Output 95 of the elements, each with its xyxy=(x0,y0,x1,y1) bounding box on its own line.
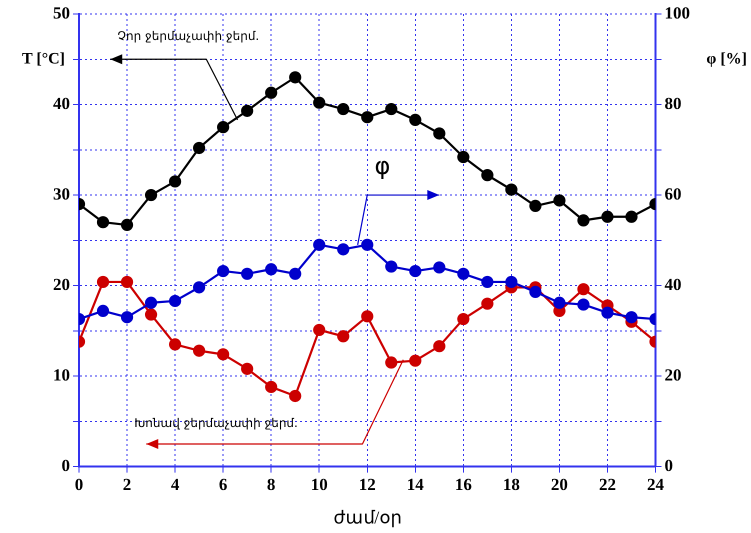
point xyxy=(337,102,350,116)
point xyxy=(385,102,398,116)
x-tick-label: 4 xyxy=(170,475,180,494)
point xyxy=(433,340,446,352)
y-tick-label: 50 xyxy=(53,3,70,22)
point xyxy=(577,214,590,226)
point xyxy=(337,330,350,342)
point xyxy=(193,142,206,154)
x-tick-label: 24 xyxy=(647,475,664,494)
annotation: Խոնավ ջերմաչափի ջերմ. xyxy=(134,416,298,430)
point xyxy=(193,344,206,357)
point xyxy=(601,210,614,223)
x-tick-label: 22 xyxy=(598,475,616,494)
x-tick-label: 0 xyxy=(74,475,84,494)
x-tick-label: 6 xyxy=(218,475,228,494)
point xyxy=(289,71,302,84)
point xyxy=(409,354,422,367)
point xyxy=(120,218,134,232)
point xyxy=(385,356,398,369)
point xyxy=(193,281,206,294)
point xyxy=(553,194,566,207)
point xyxy=(144,296,158,309)
point xyxy=(601,306,614,319)
point xyxy=(96,216,110,228)
x-tick-label: 12 xyxy=(358,475,376,494)
point xyxy=(217,264,230,278)
point xyxy=(433,127,446,140)
point xyxy=(168,294,182,308)
point xyxy=(481,169,494,182)
y-tick-label: 40 xyxy=(53,94,70,113)
x-axis-title: ժամ/օր xyxy=(333,508,402,528)
point xyxy=(529,200,542,212)
point xyxy=(457,150,470,164)
annotation: φ xyxy=(374,152,390,180)
y2-tick-label: 20 xyxy=(664,365,682,384)
point xyxy=(385,260,398,273)
y-tick-label: 20 xyxy=(53,274,70,294)
point xyxy=(96,304,110,318)
x-tick-label: 20 xyxy=(550,475,568,494)
annotation: Չոր ջերմաչափի ջերմ. xyxy=(117,28,260,43)
point xyxy=(96,276,110,288)
y-tick-label: 30 xyxy=(53,184,70,204)
point xyxy=(457,268,470,280)
point xyxy=(289,390,302,402)
point xyxy=(481,276,494,288)
point xyxy=(168,338,182,350)
point xyxy=(144,308,158,321)
x-tick-label: 18 xyxy=(502,475,520,494)
point xyxy=(289,268,302,280)
point xyxy=(409,114,422,126)
point xyxy=(553,296,566,309)
point xyxy=(625,311,638,324)
point xyxy=(361,238,374,251)
point xyxy=(577,283,590,296)
point xyxy=(313,238,326,251)
point xyxy=(625,210,638,223)
point xyxy=(529,286,542,298)
x-tick-label: 16 xyxy=(454,475,472,494)
y2-tick-label: 100 xyxy=(664,3,690,22)
y-axis-title: T [°C] xyxy=(22,50,65,68)
point xyxy=(361,111,374,124)
y2-tick-label: 40 xyxy=(664,274,682,294)
x-tick-label: 8 xyxy=(266,475,276,494)
point xyxy=(120,311,134,324)
point xyxy=(337,243,350,256)
point xyxy=(409,264,422,278)
point xyxy=(361,310,374,322)
point xyxy=(120,276,134,288)
point xyxy=(168,175,182,188)
point xyxy=(313,96,326,109)
point xyxy=(217,348,230,360)
y2-axis-title: φ [%] xyxy=(706,50,747,68)
y2-tick-label: 0 xyxy=(664,456,673,475)
point xyxy=(481,298,494,310)
x-tick-label: 10 xyxy=(310,475,328,494)
point xyxy=(265,86,278,99)
y-tick-label: 0 xyxy=(62,456,70,475)
point xyxy=(505,184,518,196)
point xyxy=(433,261,446,274)
point xyxy=(241,104,254,117)
point xyxy=(265,380,278,394)
point xyxy=(144,188,158,202)
point xyxy=(241,362,254,375)
point xyxy=(313,324,326,336)
x-tick-label: 14 xyxy=(406,475,424,494)
point xyxy=(241,268,254,280)
y2-tick-label: 80 xyxy=(664,94,682,113)
x-tick-label: 2 xyxy=(122,475,132,494)
y2-tick-label: 60 xyxy=(664,184,682,204)
point xyxy=(265,263,278,276)
y-tick-label: 10 xyxy=(53,365,70,384)
point xyxy=(577,298,590,311)
point xyxy=(217,121,230,134)
point xyxy=(457,312,470,326)
point xyxy=(505,276,518,288)
